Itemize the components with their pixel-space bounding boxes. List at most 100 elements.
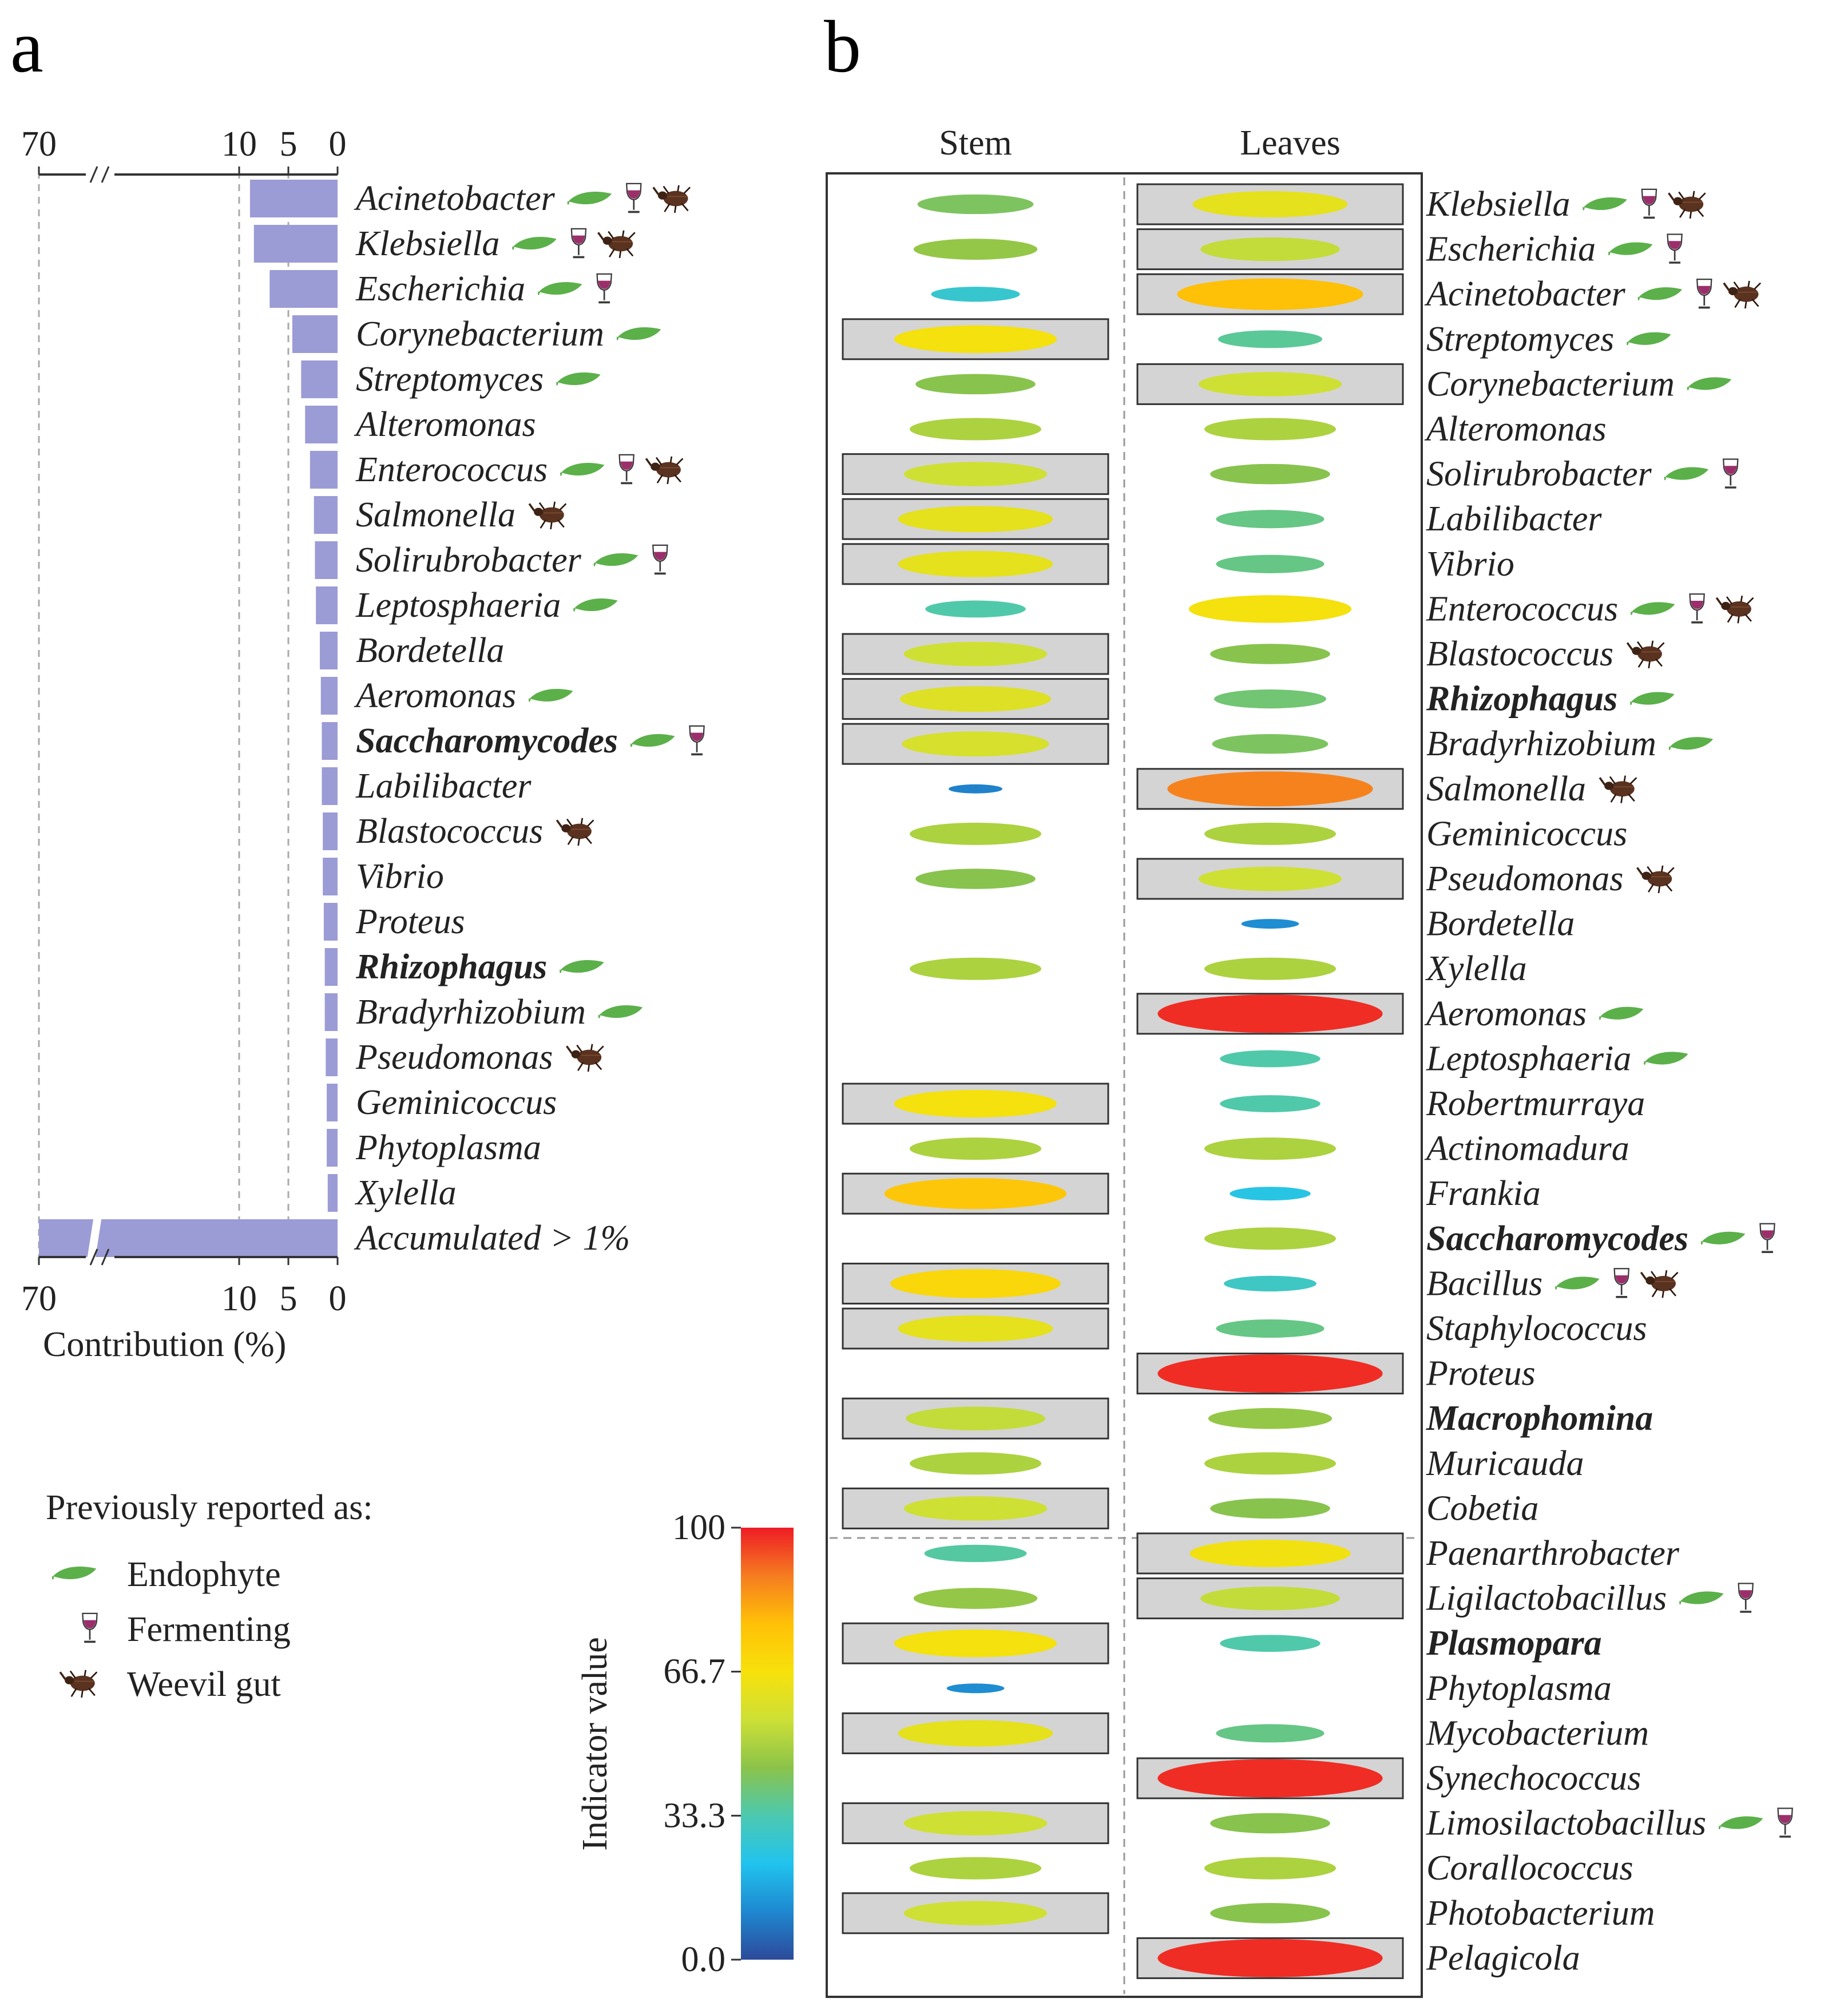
row-label: Geminicoccus bbox=[1426, 814, 1627, 853]
wine-glass-icon bbox=[1613, 1267, 1630, 1298]
row-label: Robertmurraya bbox=[1426, 1084, 1645, 1123]
bar bbox=[249, 180, 338, 217]
axis-break-mark bbox=[89, 1248, 98, 1266]
legend-item-label: Endophyte bbox=[127, 1555, 281, 1594]
stem-cell bbox=[913, 1588, 1038, 1609]
bar-label: Aeromonas bbox=[354, 676, 516, 715]
leaf-icon bbox=[568, 192, 612, 204]
x-tick-label: 0 bbox=[329, 125, 347, 164]
row-label: Pelagicola bbox=[1426, 1938, 1580, 1977]
wine-glass-icon bbox=[1737, 1582, 1754, 1613]
row-label: Actinomadura bbox=[1424, 1129, 1629, 1168]
row-label: Vibrio bbox=[1426, 545, 1514, 584]
wine-glass-icon bbox=[1776, 1807, 1794, 1838]
bar-label: Klebsiella bbox=[355, 224, 499, 263]
panel-a-bar-chart: 70 10 5 0 70 10 5 0 AcinetobacterKlebsiellaEsc… bbox=[21, 125, 705, 1364]
bar bbox=[323, 812, 338, 850]
wine-glass-icon bbox=[1688, 593, 1706, 624]
axis-break-mark bbox=[86, 1211, 102, 1265]
stem-cell bbox=[946, 1683, 1005, 1694]
leaves-cell bbox=[1167, 771, 1373, 807]
leaf-icon bbox=[598, 1005, 643, 1018]
leaves-cell bbox=[1200, 1586, 1340, 1611]
bar-label: Leptosphaeria bbox=[355, 586, 561, 625]
stem-cell bbox=[903, 1496, 1048, 1521]
stem-cell bbox=[910, 1857, 1041, 1880]
x-tick-label: 5 bbox=[280, 1279, 298, 1318]
bar bbox=[320, 632, 338, 669]
bar bbox=[316, 586, 338, 624]
bar-label: Escherichia bbox=[355, 269, 525, 308]
leaves-cell bbox=[1224, 1275, 1316, 1292]
weevil-icon bbox=[1599, 774, 1638, 803]
bar-label: Salmonella bbox=[356, 495, 515, 534]
leaves-cell bbox=[1200, 237, 1340, 261]
stem-cell bbox=[894, 325, 1057, 353]
axis-break-mark bbox=[89, 166, 98, 183]
legend-title: Previously reported as: bbox=[46, 1488, 373, 1527]
bar-label: Acinetobacter bbox=[354, 179, 556, 218]
colorbar-gradient bbox=[741, 1528, 794, 1960]
weevil-icon bbox=[645, 455, 684, 484]
row-label: Paenarthrobacter bbox=[1426, 1534, 1680, 1573]
leaf-icon bbox=[1638, 287, 1682, 300]
colorbar-tick-label: 66.7 bbox=[664, 1652, 726, 1691]
leaf-icon bbox=[1631, 602, 1675, 615]
colorbar-tick-label: 100 bbox=[672, 1508, 725, 1547]
stem-cell bbox=[913, 239, 1038, 260]
wine-glass-icon bbox=[1722, 458, 1739, 489]
stem-cell bbox=[910, 418, 1041, 441]
stem-cell bbox=[898, 1315, 1053, 1342]
leaf-icon bbox=[1664, 467, 1708, 480]
leaves-cell bbox=[1220, 1050, 1320, 1068]
bar bbox=[322, 767, 338, 805]
weevil-icon bbox=[528, 501, 568, 529]
axis-break-mark bbox=[101, 166, 110, 183]
weevil-icon bbox=[1723, 280, 1762, 309]
stem-cell bbox=[902, 731, 1049, 757]
bar bbox=[39, 1219, 338, 1257]
row-label: Muricauda bbox=[1426, 1444, 1584, 1483]
bar-label: Enterococcus bbox=[355, 450, 548, 489]
wine-glass-icon bbox=[618, 454, 635, 485]
leaves-cell bbox=[1198, 372, 1342, 397]
leaf-icon bbox=[1608, 243, 1652, 255]
bar-label: Labilibacter bbox=[355, 767, 532, 806]
legend-item-label: Fermenting bbox=[127, 1610, 291, 1649]
stem-cell bbox=[903, 641, 1048, 667]
weevil-icon bbox=[1640, 1269, 1679, 1298]
row-label: Escherichia bbox=[1426, 230, 1596, 269]
leaves-cell bbox=[1188, 595, 1352, 623]
leaves-cell bbox=[1204, 822, 1336, 845]
leaves-cell bbox=[1192, 191, 1348, 217]
stem-cell bbox=[915, 869, 1036, 889]
weevil-icon bbox=[1667, 190, 1707, 219]
bar-label: Phytoplasma bbox=[355, 1128, 541, 1167]
leaves-cell bbox=[1220, 1095, 1320, 1112]
leaves-cell bbox=[1157, 1354, 1383, 1393]
significance-box bbox=[842, 1397, 1109, 1440]
column-header-stem: Stem bbox=[939, 124, 1012, 162]
stem-cell bbox=[910, 957, 1041, 980]
wine-glass-icon bbox=[596, 273, 613, 304]
panel-b-heatmap: Stem Leaves Klebsiella Escherichia Acineto… bbox=[826, 124, 1794, 1998]
bar-label: Streptomyces bbox=[356, 360, 544, 399]
leaves-cell bbox=[1218, 330, 1323, 348]
bar bbox=[326, 1038, 338, 1076]
row-label: Klebsiella bbox=[1426, 185, 1570, 224]
leaves-cell bbox=[1220, 1635, 1320, 1652]
leaf-icon bbox=[1599, 1007, 1643, 1020]
bar bbox=[322, 722, 338, 760]
leaves-cell bbox=[1204, 1227, 1336, 1250]
bar-label: Alteromonas bbox=[354, 405, 536, 444]
row-label: Saccharomycodes bbox=[1426, 1219, 1688, 1258]
stem-cell bbox=[894, 1089, 1057, 1118]
row-label: Corynebacterium bbox=[1426, 364, 1675, 403]
stem-cell bbox=[931, 287, 1020, 302]
leaf-icon bbox=[1583, 197, 1627, 210]
leaves-cell bbox=[1204, 418, 1336, 441]
bar bbox=[324, 948, 338, 986]
leaf-icon bbox=[529, 689, 573, 701]
bar bbox=[292, 315, 338, 353]
